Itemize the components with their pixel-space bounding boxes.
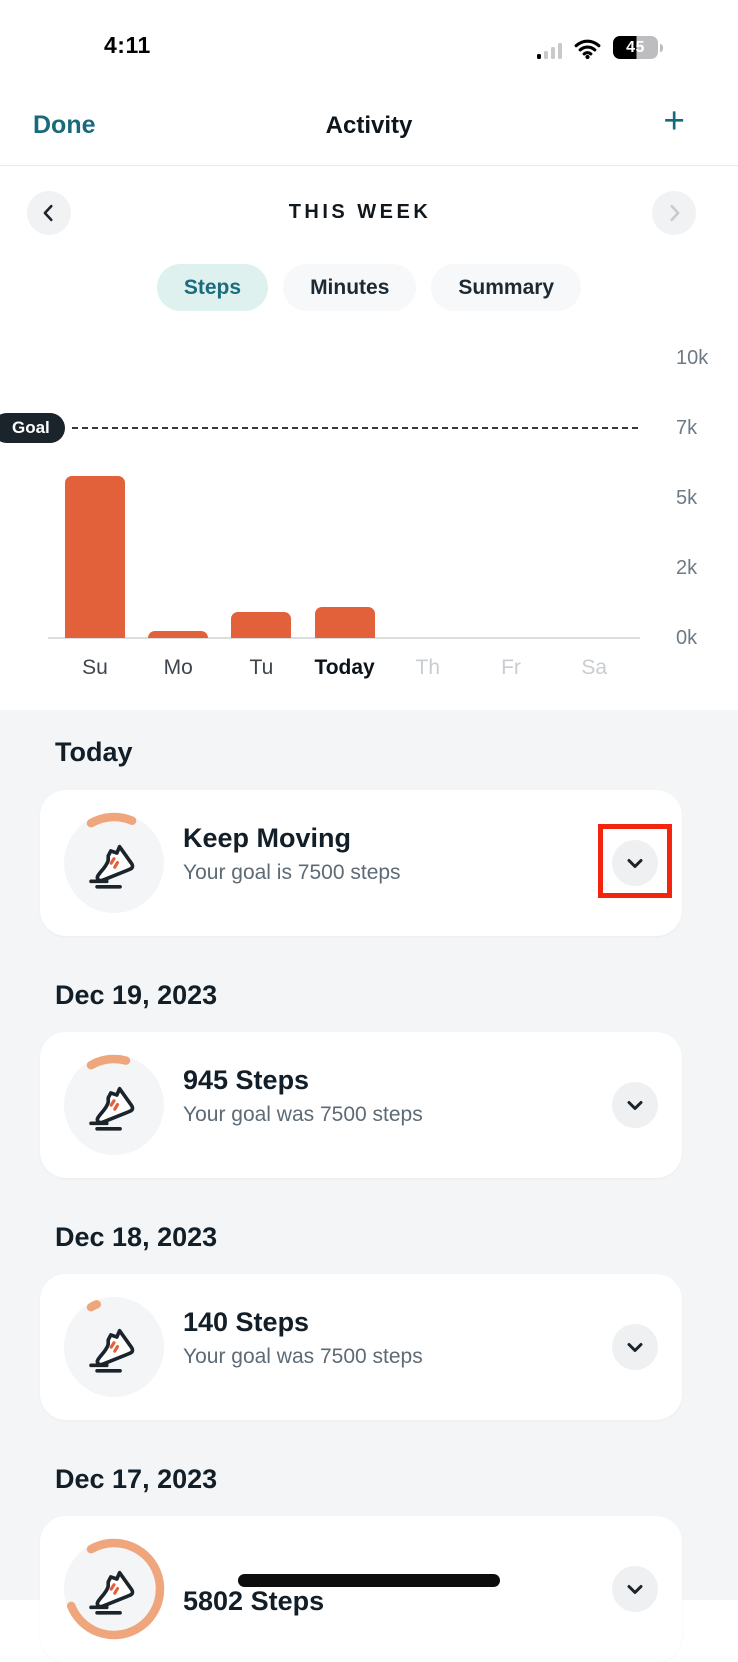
progress-ring <box>63 1054 165 1156</box>
x-axis-label-sa: Sa <box>581 656 608 679</box>
expand-card-button[interactable] <box>612 1324 658 1370</box>
section-heading-dec17: Dec 17, 2023 <box>55 1464 218 1494</box>
card-title: Keep Moving <box>183 823 352 853</box>
shoe-icon <box>89 1086 135 1131</box>
metric-tabs: Steps Minutes Summary <box>0 264 738 311</box>
done-button[interactable]: Done <box>33 111 96 139</box>
chevron-down-icon <box>627 859 643 868</box>
goal-badge: Goal <box>0 413 65 443</box>
activity-card-dec18[interactable]: 140 Steps Your goal was 7500 steps <box>40 1274 682 1420</box>
x-axis-label-today: Today <box>314 656 375 679</box>
expand-card-button[interactable] <box>612 840 658 886</box>
shoe-icon <box>89 1570 135 1615</box>
status-time: 4:11 <box>104 32 151 58</box>
card-title: 945 Steps <box>183 1065 310 1095</box>
y-axis-tick: 5k <box>676 487 698 509</box>
page-title: Activity <box>325 112 413 139</box>
y-axis-tick: 2k <box>676 557 698 579</box>
previous-week-button[interactable] <box>27 191 71 235</box>
chart-bar-today[interactable] <box>314 607 375 638</box>
progress-ring <box>63 812 165 914</box>
battery-icon: 45 <box>613 36 663 59</box>
shoe-icon <box>89 844 135 889</box>
chart: Goal 0k 2k 5k 7k 10k Su Mo Tu Today Th Fr Sa <box>0 330 738 710</box>
card-subtitle: Your goal was 7500 steps <box>183 1103 423 1126</box>
chevron-down-icon <box>627 1343 643 1352</box>
x-axis-label-su: Su <box>82 656 108 679</box>
section-heading-dec19: Dec 19, 2023 <box>55 980 218 1010</box>
goal-line <box>72 427 638 429</box>
card-subtitle: Your goal is 7500 steps <box>183 861 401 884</box>
chevron-right-icon <box>670 204 680 222</box>
card-title: 5802 Steps <box>183 1586 325 1616</box>
y-axis-tick: 0k <box>676 627 698 649</box>
card-subtitle: Your goal was 7500 steps <box>183 1345 423 1368</box>
avatar <box>63 1054 165 1156</box>
chevron-left-icon <box>43 204 53 222</box>
activity-card-dec19[interactable]: 945 Steps Your goal was 7500 steps <box>40 1032 682 1178</box>
shoe-icon <box>89 1328 135 1373</box>
avatar <box>63 1296 165 1398</box>
tab-minutes[interactable]: Minutes <box>283 264 417 311</box>
expand-card-button[interactable] <box>612 1566 658 1612</box>
chart-bar-tu[interactable] <box>231 611 292 638</box>
y-axis-tick: 10k <box>676 347 709 369</box>
redaction-bar <box>238 1574 500 1587</box>
wifi-icon <box>574 39 601 59</box>
week-range-label: THIS WEEK <box>288 201 432 223</box>
battery-percent: 45 <box>626 38 645 56</box>
section-heading-today: Today <box>55 737 133 767</box>
x-axis-label-th: Th <box>415 656 441 679</box>
y-axis-tick: 7k <box>676 417 698 439</box>
status-icons: 45 <box>537 36 663 59</box>
progress-ring <box>63 1296 165 1398</box>
avatar <box>63 812 165 914</box>
divider <box>0 165 738 166</box>
tab-summary[interactable]: Summary <box>431 264 582 311</box>
x-axis-label-tu: Tu <box>249 656 274 679</box>
chevron-down-icon <box>627 1101 643 1110</box>
x-axis-line <box>48 637 640 639</box>
x-axis-label-fr: Fr <box>501 656 521 679</box>
chart-bar-su[interactable] <box>65 475 125 638</box>
card-title: 140 Steps <box>183 1307 310 1337</box>
section-heading-dec18: Dec 18, 2023 <box>55 1222 218 1252</box>
activity-list: Today Keep Moving Your goal is 7500 step… <box>0 710 738 1662</box>
avatar <box>63 1538 165 1640</box>
chevron-down-icon <box>627 1585 643 1594</box>
tab-steps[interactable]: Steps <box>156 264 269 311</box>
activity-card-dec17[interactable]: 5802 Steps <box>40 1516 682 1662</box>
chart-bar-mo[interactable] <box>148 631 209 638</box>
signal-icon <box>537 43 562 59</box>
x-axis-label-mo: Mo <box>163 656 193 679</box>
activity-card-today[interactable]: Keep Moving Your goal is 7500 steps <box>40 790 682 936</box>
next-week-button[interactable] <box>652 191 696 235</box>
add-button[interactable]: + <box>663 100 685 141</box>
expand-card-button[interactable] <box>612 1082 658 1128</box>
